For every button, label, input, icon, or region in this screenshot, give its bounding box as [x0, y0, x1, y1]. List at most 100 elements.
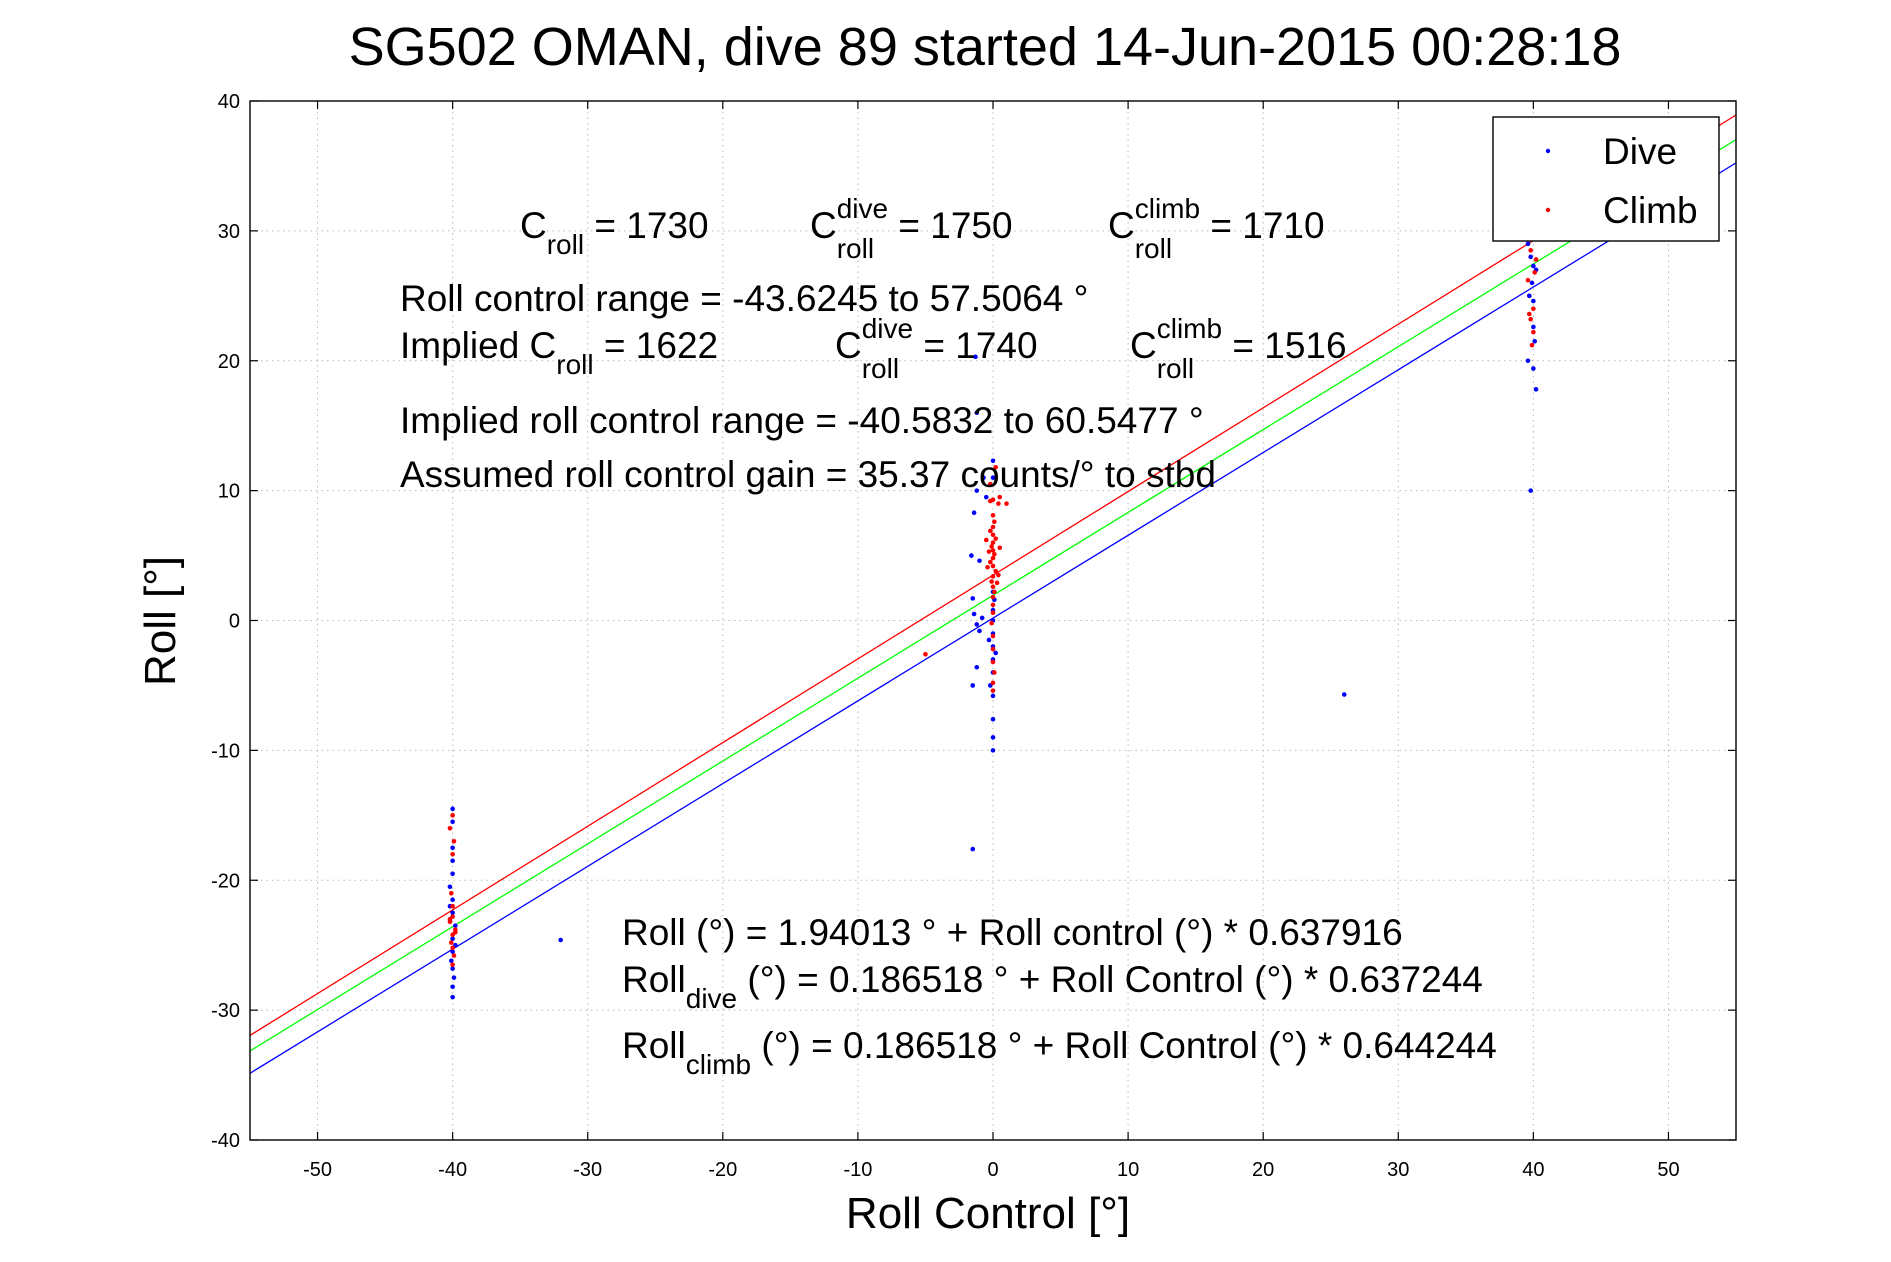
point-climb [989, 579, 994, 584]
point-dive [450, 897, 455, 903]
y-tick-label: 10 [218, 481, 240, 503]
annotation-5: Cdive roll = 1740 [835, 313, 1038, 384]
point-climb [989, 620, 994, 626]
point-climb [1528, 248, 1533, 253]
point-climb [1004, 501, 1009, 506]
x-tick-label: -40 [438, 1159, 467, 1181]
fit-line-0 [250, 162, 1736, 1074]
point-dive [990, 475, 996, 480]
annotation-7: Implied roll control range = -40.5832 to… [400, 400, 1204, 441]
point-dive [450, 910, 455, 916]
annotations: Croll = 1730 Cdive roll = 1750 Cclimb roll =… [400, 193, 1497, 1080]
point-climb [990, 688, 996, 693]
point-climb [996, 572, 1001, 578]
point-climb [1527, 311, 1532, 317]
annotation-sub: dive [686, 983, 737, 1014]
point-climb [990, 646, 996, 652]
annotation-base: C [1108, 205, 1135, 246]
y-tick-label: 20 [218, 351, 240, 373]
point-climb [990, 513, 996, 518]
point-climb [923, 651, 928, 657]
y-axis-label: Roll [°] [136, 556, 185, 686]
point-dive [558, 937, 564, 943]
annotation-sub: roll [1157, 353, 1194, 384]
point-climb [1533, 257, 1539, 262]
annotation-base: C [520, 205, 547, 246]
point-dive [970, 596, 976, 601]
x-tick-label: 50 [1657, 1159, 1679, 1181]
annotation-sup: dive [837, 193, 888, 224]
point-climb [448, 890, 454, 896]
point-dive [448, 958, 454, 964]
series-climb [447, 225, 1539, 967]
y-tick-label: 30 [218, 221, 240, 243]
point-dive [993, 650, 999, 656]
annotation-base: Roll [622, 959, 686, 1000]
plot-area: -50 -40 -30 -20 -10 0 10 20 30 40 50 -40 -30 -20 -10 0 1… [211, 91, 1737, 1181]
point-dive [973, 354, 978, 360]
point-dive [1527, 293, 1532, 299]
grid [250, 100, 1736, 1141]
point-dive [450, 994, 455, 1000]
point-climb [990, 610, 996, 616]
x-tick-label: -50 [303, 1159, 332, 1181]
point-climb [994, 580, 1000, 586]
y-tick-label: 0 [229, 611, 240, 633]
annotation-base: Roll [622, 1025, 686, 1066]
point-climb [990, 563, 996, 569]
point-dive [450, 871, 455, 877]
annotation-2: Cclimb roll = 1710 [1108, 193, 1325, 264]
point-climb [451, 838, 457, 844]
annotation-sub: roll [837, 233, 874, 264]
point-dive [977, 558, 982, 564]
axis-ticks: -50 -40 -30 -20 -10 0 10 20 30 40 50 -40 -30 -20 -10 0 1… [211, 91, 1736, 1181]
annotation-sub: climb [686, 1049, 751, 1080]
point-climb [990, 584, 996, 590]
legend-label-climb: Climb [1603, 190, 1698, 231]
point-dive [990, 693, 996, 699]
annotation-base: C [835, 325, 862, 366]
point-climb [1531, 329, 1536, 335]
point-climb [996, 501, 1001, 506]
annotation-11: Rollclimb (°) = 0.186518 ° + Roll Contro… [622, 1025, 1497, 1080]
point-dive [1531, 366, 1536, 371]
point-dive [450, 858, 455, 864]
legend-box [1492, 116, 1720, 242]
point-dive [1531, 263, 1536, 269]
legend: Dive Climb [1492, 116, 1720, 242]
x-tick-label: 40 [1522, 1159, 1544, 1181]
point-dive [447, 884, 453, 890]
point-climb [997, 494, 1003, 500]
annotation-rest: = 1750 [888, 205, 1012, 246]
point-dive [1532, 338, 1538, 344]
legend-marker-climb [1545, 207, 1551, 213]
annotation-9: Roll (°) = 1.94013 ° + Roll control (°) … [622, 912, 1403, 953]
point-climb [450, 962, 455, 967]
point-climb [987, 498, 993, 504]
x-tick-label: -20 [708, 1159, 737, 1181]
point-dive [970, 846, 976, 852]
annotation-rest: = 1516 [1222, 325, 1346, 366]
point-dive [990, 458, 996, 464]
point-climb [987, 481, 993, 487]
annotation-rest: (°) = 0.186518 ° + Roll Control (°) * 0.… [737, 959, 1483, 1000]
point-climb [989, 544, 994, 549]
annotation-base: C [810, 205, 837, 246]
point-dive [1531, 298, 1536, 304]
legend-label-dive: Dive [1603, 131, 1677, 172]
y-tick-label: -10 [211, 740, 240, 762]
point-climb [990, 602, 996, 608]
point-climb [990, 555, 996, 561]
annotation-8: Assumed roll control gain = 35.37 counts… [400, 454, 1216, 495]
point-dive [450, 845, 455, 851]
point-dive [979, 615, 985, 621]
point-climb [447, 826, 453, 831]
point-dive [450, 819, 455, 825]
point-dive [450, 966, 455, 971]
point-climb [990, 524, 996, 530]
annotation-sub: roll [547, 229, 584, 260]
annotation-sub: roll [556, 349, 593, 380]
annotation-4: Implied Croll = 1622 [400, 325, 718, 380]
annotation-rest: = 1740 [913, 325, 1037, 366]
point-climb [987, 528, 993, 534]
